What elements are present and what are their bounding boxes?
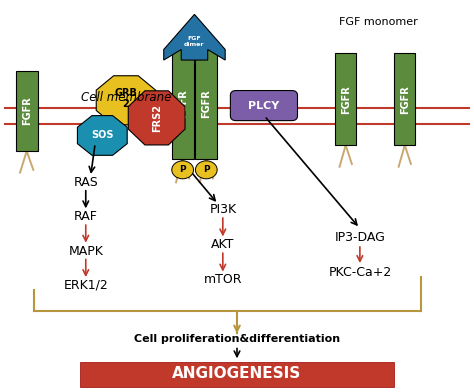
Text: MAPK: MAPK	[68, 245, 103, 258]
Polygon shape	[96, 76, 155, 125]
Text: RAF: RAF	[74, 210, 98, 223]
FancyBboxPatch shape	[172, 47, 193, 159]
Polygon shape	[164, 15, 225, 60]
FancyBboxPatch shape	[195, 47, 217, 159]
Text: FGFR: FGFR	[22, 97, 32, 125]
Text: FGF
dimer: FGF dimer	[184, 36, 205, 47]
Text: IP3-DAG: IP3-DAG	[335, 230, 385, 243]
Polygon shape	[77, 116, 127, 155]
Text: RAS: RAS	[73, 176, 98, 189]
Text: FGF monomer: FGF monomer	[339, 17, 418, 27]
Circle shape	[195, 161, 217, 179]
Text: GRB
2: GRB 2	[115, 87, 137, 109]
Text: Cell membrane: Cell membrane	[81, 91, 172, 104]
FancyBboxPatch shape	[16, 71, 37, 151]
Text: PLCY: PLCY	[248, 101, 280, 111]
Text: FGFR: FGFR	[178, 89, 188, 118]
Text: ERK1/2: ERK1/2	[64, 279, 108, 292]
Text: FGFR: FGFR	[201, 89, 211, 118]
FancyBboxPatch shape	[394, 53, 415, 145]
FancyBboxPatch shape	[80, 361, 394, 387]
Text: SOS: SOS	[91, 131, 114, 140]
Text: P: P	[203, 165, 210, 174]
Text: mTOR: mTOR	[203, 274, 242, 287]
Text: PKC-Ca+2: PKC-Ca+2	[328, 266, 392, 279]
Text: FGFR: FGFR	[341, 85, 351, 114]
Text: PI3K: PI3K	[209, 203, 237, 216]
FancyBboxPatch shape	[335, 53, 356, 145]
Text: FGFR: FGFR	[400, 85, 410, 114]
Text: Cell proliferation&differentiation: Cell proliferation&differentiation	[134, 334, 340, 343]
Text: ANGIOGENESIS: ANGIOGENESIS	[173, 366, 301, 381]
Circle shape	[172, 161, 193, 179]
Text: P: P	[179, 165, 186, 174]
Polygon shape	[128, 91, 185, 145]
FancyBboxPatch shape	[230, 91, 298, 121]
Text: FRS2: FRS2	[152, 104, 162, 132]
Text: AKT: AKT	[211, 238, 235, 251]
